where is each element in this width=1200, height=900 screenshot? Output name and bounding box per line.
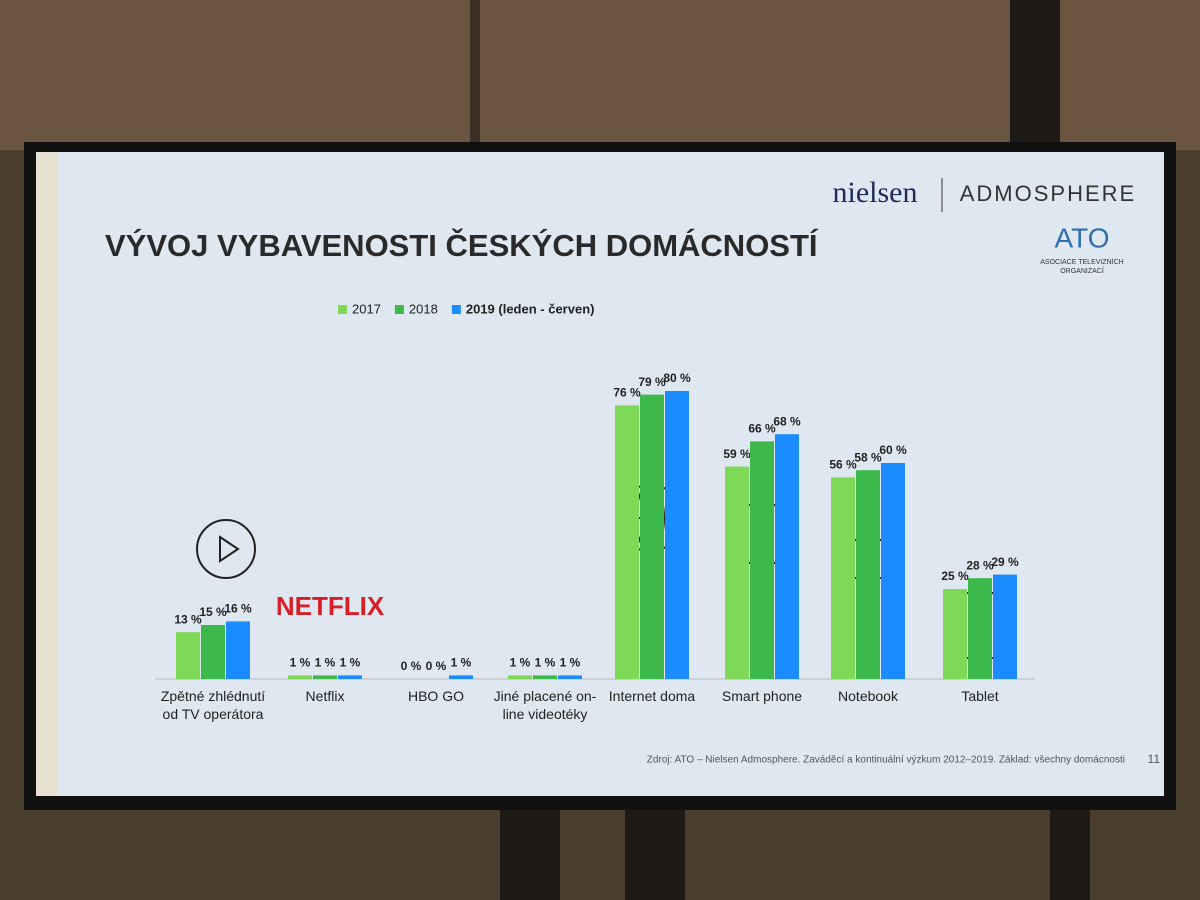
- bar: [993, 574, 1017, 679]
- slide: [36, 152, 1164, 796]
- bar: [640, 394, 664, 679]
- category-label: Smart phone: [721, 688, 803, 704]
- bar: [449, 675, 473, 679]
- bar: [201, 625, 225, 679]
- legend-swatch: [451, 305, 461, 314]
- value-label: 1 %: [535, 656, 556, 670]
- value-label: 66 %: [748, 422, 776, 436]
- bar: [615, 405, 639, 679]
- category-label: Netflix: [305, 688, 345, 704]
- value-label: 29 %: [991, 555, 1019, 569]
- slide-strip: [36, 152, 58, 796]
- value-label: 28 %: [966, 558, 994, 572]
- bar: [665, 391, 689, 679]
- value-label: 16 %: [224, 602, 252, 616]
- bar: [226, 621, 250, 679]
- value-label: 1 %: [290, 656, 311, 670]
- category-label: Jiné placené on-line videotéky: [493, 688, 597, 722]
- bar: [968, 578, 992, 679]
- bar: [338, 675, 362, 679]
- ato-subtitle-box: ASOCIACE TELEVIZNÍCH ORGANIZACÍ: [1040, 259, 1124, 275]
- value-label: 80 %: [663, 371, 691, 385]
- bar: [831, 477, 855, 679]
- category-label: HBO GO: [407, 688, 464, 704]
- category-label: Internet doma: [608, 688, 696, 704]
- bar: [775, 434, 799, 679]
- value-label: 1 %: [340, 656, 361, 670]
- legend-label: 2017: [352, 301, 381, 316]
- value-label: 25 %: [941, 569, 969, 583]
- bar: [750, 441, 774, 679]
- value-label: 76 %: [613, 386, 641, 400]
- logo-ato: ATO: [1055, 222, 1110, 253]
- value-label: 79 %: [638, 375, 666, 389]
- value-label: 15 %: [199, 605, 227, 619]
- play-triangle: [219, 535, 240, 563]
- wall-seam: [470, 0, 480, 150]
- value-label: 1 %: [560, 656, 581, 670]
- value-label: 13 %: [174, 612, 202, 626]
- bar: [856, 470, 880, 679]
- category-label: Tablet: [961, 688, 999, 704]
- bar: [881, 463, 905, 679]
- value-label: 0 %: [426, 659, 447, 673]
- legend-swatch: [338, 305, 347, 314]
- logo-nielsen: nielsen: [833, 176, 918, 209]
- wall: [0, 0, 1200, 150]
- bar: [943, 589, 967, 679]
- bar: [176, 632, 200, 679]
- value-label: 60 %: [879, 443, 907, 457]
- bar: [533, 675, 557, 679]
- source-note: Zdroj: ATO – Nielsen Admosphere. Zaváděc…: [647, 755, 1125, 766]
- value-label: 0 %: [401, 659, 422, 673]
- stand-pole: [1010, 0, 1060, 150]
- value-label: 1 %: [315, 656, 336, 670]
- netflix-logo: NETFLIX: [276, 591, 385, 621]
- value-label: 56 %: [829, 458, 857, 472]
- legend-swatch: [394, 305, 404, 314]
- legend-label: 2018: [409, 301, 438, 316]
- value-label: 68 %: [773, 414, 801, 428]
- value-label: 1 %: [510, 656, 531, 670]
- value-label: 59 %: [723, 447, 751, 461]
- category-label: Notebook: [838, 688, 898, 704]
- bar: [558, 675, 582, 679]
- category-label: Zpětné zhlédnutí od TV operátora: [160, 688, 266, 722]
- bar: [313, 675, 337, 679]
- legend-label: 2019 (leden - červen): [466, 301, 595, 316]
- ato-subtitle: ASOCIACE TELEVIZNÍCH ORGANIZACÍ: [1040, 259, 1124, 275]
- slide-title: VÝVOJ VYBAVENOSTI ČESKÝCH DOMÁCNOSTÍ: [105, 227, 819, 263]
- replay-icon: [196, 519, 256, 579]
- value-label: 58 %: [854, 450, 882, 464]
- value-label: 1 %: [451, 656, 472, 670]
- bar: [288, 675, 312, 679]
- logo-admosphere: ADMOSPHERE: [960, 181, 1136, 206]
- page-number: 11: [1148, 752, 1161, 766]
- bar: [508, 675, 532, 679]
- bar: [725, 466, 749, 679]
